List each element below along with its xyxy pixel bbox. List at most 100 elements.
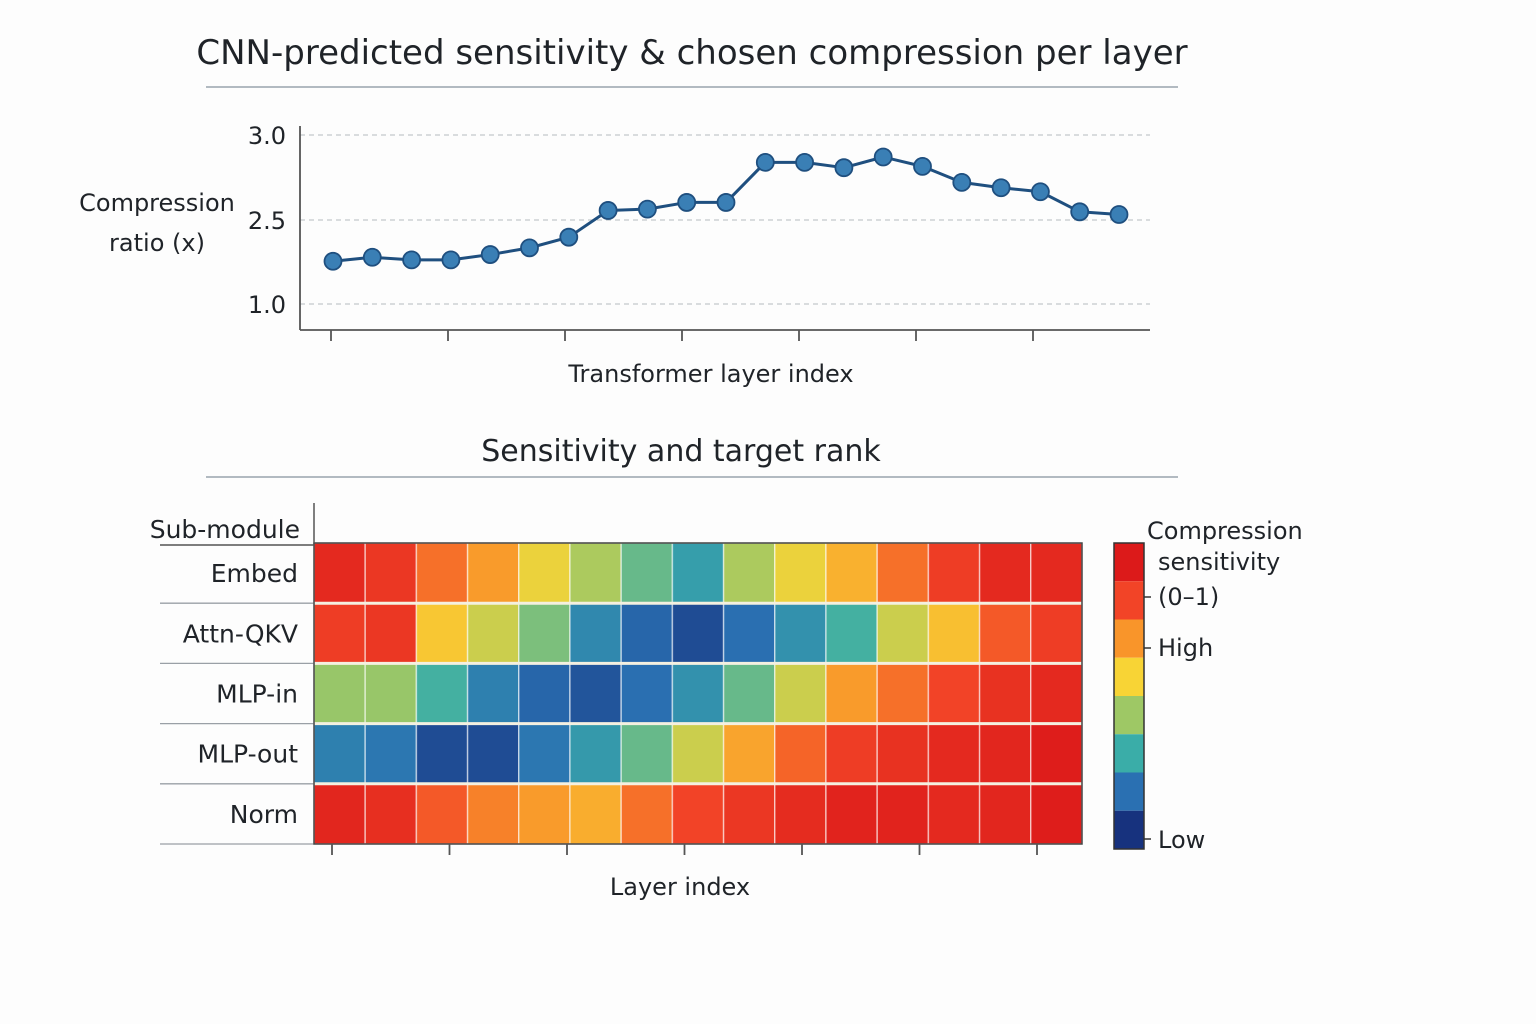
heatmap-cell: [518, 783, 571, 845]
heatmap-cell: [876, 542, 930, 604]
heatmap-cell: [825, 783, 878, 845]
heatmap-cell: [1030, 722, 1083, 785]
heatmap-cell: [569, 722, 622, 785]
heatmap-cell: [518, 542, 571, 604]
line-chart-grid: [300, 134, 1150, 305]
heatmap-cell: [671, 722, 725, 785]
heatmap-cell: [722, 602, 776, 665]
heatmap-cell: [978, 722, 1032, 785]
colorbar-title-line2: sensitivity: [1158, 548, 1280, 576]
heatmap-cell: [978, 662, 1032, 725]
colorbar-title-line1: Compression: [1147, 517, 1303, 545]
heatmap-cell: [620, 722, 674, 785]
heatmap-row-label: Embed: [211, 559, 298, 588]
colorbar-segment: [1114, 619, 1144, 658]
heatmap-cell: [466, 662, 520, 725]
colorbar-high-label: High: [1158, 634, 1213, 662]
heatmap-cell: [927, 542, 981, 604]
heatmap-cell: [722, 783, 776, 845]
line-chart-xlabel: Transformer layer index: [567, 360, 853, 388]
heatmap-cell: [671, 783, 725, 845]
heatmap-cell: [518, 722, 571, 785]
heatmap-cell: [671, 542, 725, 604]
heatmap-cell: [671, 662, 725, 725]
data-point: [913, 156, 932, 176]
heatmap-cell: [722, 662, 776, 725]
data-point: [323, 251, 343, 271]
heatmap-cell: [415, 602, 469, 665]
heatmap-cell: [671, 602, 725, 665]
heatmap-cell: [774, 542, 827, 604]
y-tick-label: 3.0: [248, 122, 286, 150]
data-point: [1109, 205, 1129, 224]
heatmap-cell: [1030, 783, 1083, 845]
line-chart-ylabel-line1: Compression: [79, 189, 235, 217]
heatmap-row-header: Sub-module: [150, 515, 300, 544]
heatmap-cell: [415, 783, 469, 845]
heatmap-cell: [313, 542, 366, 604]
heatmap-cell: [415, 662, 469, 725]
y-tick-label: 2.5: [248, 207, 286, 235]
line-chart-title: CNN-predicted sensitivity & chosen compr…: [196, 33, 1187, 73]
heatmap-cell: [466, 542, 520, 604]
colorbar-segment: [1114, 772, 1144, 811]
colorbar-title-line3: (0–1): [1158, 583, 1219, 611]
data-point: [559, 227, 579, 247]
heatmap-cell: [825, 542, 878, 604]
heatmap-cell: [620, 542, 674, 604]
heatmap-row-labels: Embed Attn-QKV MLP-in MLP-out Norm: [160, 559, 314, 845]
heatmap-cell: [876, 722, 930, 785]
heatmap-title: Sensitivity and target rank: [481, 434, 881, 469]
heatmap-cell: [313, 662, 366, 725]
heatmap-cell: [774, 783, 827, 845]
heatmap-cell: [620, 783, 674, 845]
line-chart-x-ticks: [330, 330, 1034, 341]
heatmap-cell: [1030, 542, 1083, 604]
data-point: [677, 193, 697, 212]
heatmap-cell: [927, 783, 981, 845]
colorbar-frame: [1113, 542, 1145, 850]
heatmap-cell: [774, 602, 827, 665]
heatmap-cell: [313, 722, 366, 785]
colorbar-segment: [1114, 657, 1144, 696]
heatmap-frame: [313, 542, 1083, 845]
y-tick-label: 1.0: [248, 291, 286, 319]
data-point: [834, 158, 854, 178]
heatmap-cell: [774, 662, 827, 725]
heatmap-cell: [774, 722, 827, 785]
heatmap-cell: [466, 722, 520, 785]
heatmap-cell: [415, 542, 469, 604]
line-chart-series: [323, 147, 1129, 271]
heatmap-cell: [978, 542, 1032, 604]
heatmap-cell: [364, 662, 418, 725]
heatmap-cell: [569, 662, 622, 725]
data-point: [1070, 202, 1090, 222]
heatmap-cell: [927, 662, 981, 725]
heatmap-cell: [620, 602, 674, 665]
heatmap-cell: [978, 783, 1032, 845]
heatmap-cell: [364, 783, 418, 845]
data-point: [1031, 182, 1050, 202]
data-point: [716, 193, 736, 212]
data-point: [402, 250, 422, 270]
heatmap-cell: [876, 602, 930, 665]
heatmap-cell: [978, 602, 1032, 665]
data-point: [480, 245, 500, 264]
heatmap-cell: [620, 662, 674, 725]
heatmap-cell: [876, 783, 930, 845]
heatmap-cell: [927, 722, 981, 785]
data-point: [441, 250, 461, 270]
colorbar-segment: [1114, 696, 1144, 735]
heatmap-cell: [313, 602, 366, 665]
data-point: [755, 152, 775, 172]
data-point: [362, 247, 382, 267]
line-chart-ylabel-line2: ratio (x): [109, 229, 205, 257]
heatmap-cell: [1030, 602, 1083, 665]
line-chart-y-tick-labels: 3.0 2.5 1.0: [248, 122, 286, 319]
heatmap-cell: [569, 542, 622, 604]
data-point: [873, 147, 893, 167]
heatmap-cell: [927, 602, 981, 665]
data-point: [952, 172, 972, 192]
heatmap-row-label: Norm: [230, 800, 298, 829]
